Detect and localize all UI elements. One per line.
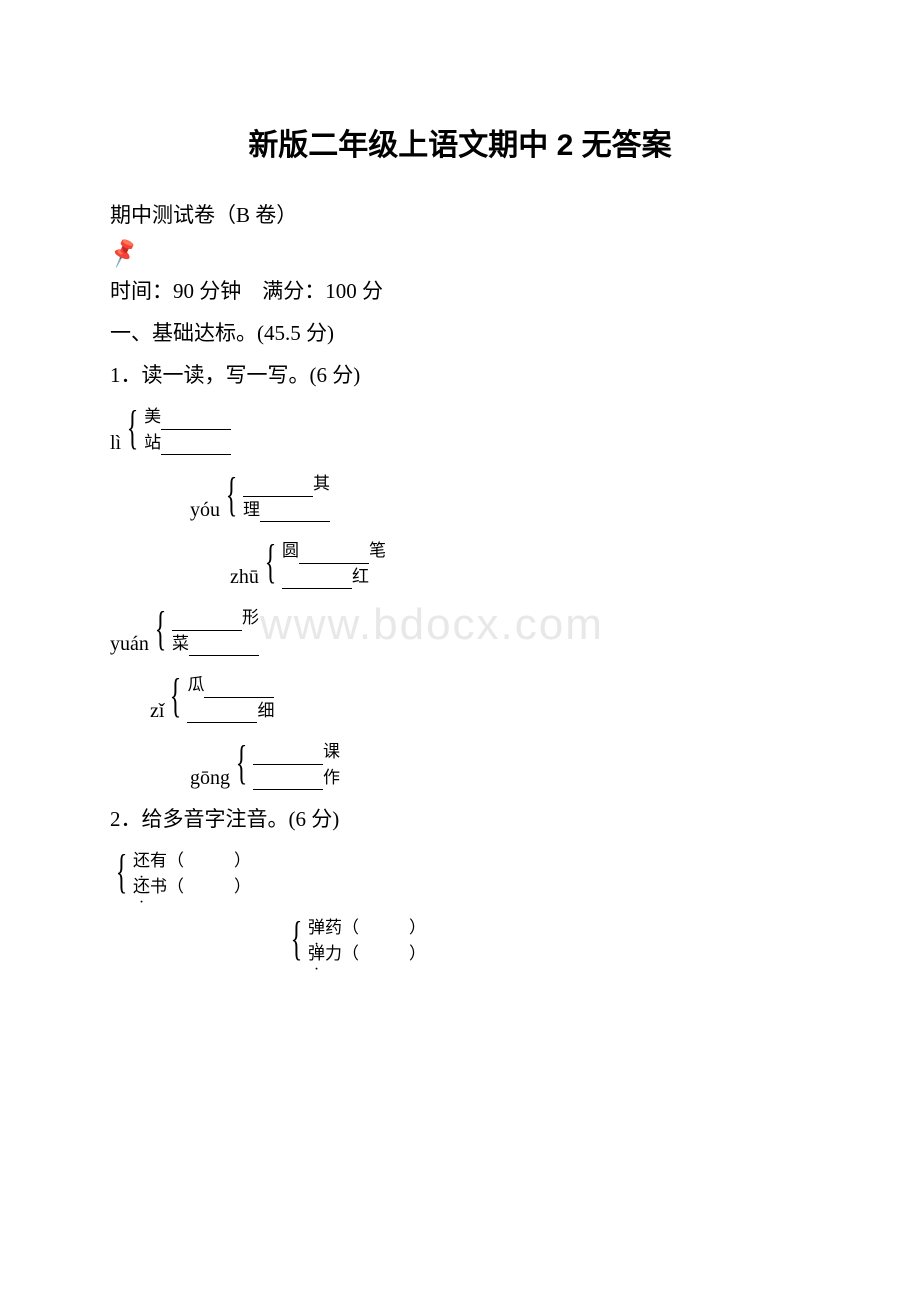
bracket-content: 形 菜 [172, 605, 259, 656]
fill-blank[interactable] [161, 412, 231, 430]
pinyin-label: yuán [110, 633, 149, 656]
question-1: 1．读一读，写一写。(6 分) [110, 354, 810, 396]
bracket-content: 还有（） 还书（） [133, 848, 251, 899]
bracket-group: gōng { 课 作 [190, 739, 340, 790]
bracket-icon: { [155, 605, 167, 653]
page-title: 新版二年级上语文期中 2 无答案 [110, 120, 810, 164]
bracket-content: 美 站 [144, 404, 231, 455]
bracket-icon: { [291, 915, 303, 963]
bracket-row: 还书（） [133, 874, 251, 900]
bracket-group: lì { 美 站 [110, 404, 231, 455]
bracket-row: 形 [172, 605, 259, 631]
bracket-group: { 弹药（） 弹力（） [285, 915, 426, 966]
bracket-row: 弹力（） [308, 941, 426, 967]
fill-blank[interactable] [187, 705, 257, 723]
bracket-row: 红 [282, 564, 386, 590]
bracket-group: yuán { 形 菜 [110, 605, 259, 656]
pinyin-label: yóu [190, 499, 220, 522]
fill-blank[interactable] [172, 613, 242, 631]
subtitle: 期中测试卷（B 卷） [110, 194, 810, 236]
bracket-row: 弹药（） [308, 915, 426, 941]
bracket-group: yóu { 其 理 [190, 471, 330, 522]
bracket-row: 站 [144, 430, 231, 456]
bracket-icon: { [127, 404, 139, 452]
bracket-row: 课 [253, 739, 340, 765]
bracket-row: 圆笔 [282, 538, 386, 564]
section-heading: 一、基础达标。(45.5 分) [110, 312, 810, 354]
pushpin-icon: 📌 [106, 236, 141, 270]
dotted-char: 还 [133, 874, 150, 900]
bracket-content: 瓜 细 [187, 672, 274, 723]
bracket-row: 其 [243, 471, 330, 497]
dotted-char: 还 [133, 848, 150, 874]
bracket-row: 菜 [172, 631, 259, 657]
fill-blank[interactable] [204, 680, 274, 698]
fill-blank[interactable] [161, 437, 231, 455]
bracket-content: 其 理 [243, 471, 330, 522]
bracket-content: 课 作 [253, 739, 340, 790]
fill-blank[interactable] [189, 638, 259, 656]
time-info: 时间：90 分钟 满分：100 分 [110, 270, 810, 312]
bracket-content: 弹药（） 弹力（） [308, 915, 426, 966]
bracket-row: 理 [243, 497, 330, 523]
fill-blank[interactable] [299, 546, 369, 564]
bracket-icon: { [226, 471, 238, 519]
bracket-icon: { [170, 672, 182, 720]
bracket-row: 还有（） [133, 848, 251, 874]
fill-blank[interactable] [253, 747, 323, 765]
fill-blank[interactable] [243, 479, 313, 497]
document-content: 新版二年级上语文期中 2 无答案 期中测试卷（B 卷） 📌 时间：90 分钟 满… [110, 120, 810, 974]
question-2: 2．给多音字注音。(6 分) [110, 798, 810, 840]
bracket-row: 作 [253, 765, 340, 791]
pinyin-label: gōng [190, 767, 230, 790]
dotted-char: 弹 [308, 915, 325, 941]
time-label: 时间：90 分钟 满分：100 分 [110, 279, 383, 303]
bracket-icon: { [236, 739, 248, 787]
pushpin-row: 📌 [110, 240, 810, 266]
fill-blank[interactable] [282, 571, 352, 589]
bracket-icon: { [116, 848, 128, 896]
bracket-group: zhū { 圆笔 红 [230, 538, 386, 589]
fill-blank[interactable] [253, 772, 323, 790]
bracket-icon: { [265, 538, 277, 586]
dotted-char: 弹 [308, 941, 325, 967]
pinyin-label: zǐ [150, 700, 164, 723]
pinyin-label: zhū [230, 566, 259, 589]
bracket-group: zǐ { 瓜 细 [150, 672, 274, 723]
bracket-row: 美 [144, 404, 231, 430]
bracket-content: 圆笔 红 [282, 538, 386, 589]
fill-blank[interactable] [260, 504, 330, 522]
bracket-row: 瓜 [187, 672, 274, 698]
bracket-row: 细 [187, 698, 274, 724]
bracket-group: { 还有（） 还书（） [110, 848, 251, 899]
pinyin-label: lì [110, 432, 121, 455]
